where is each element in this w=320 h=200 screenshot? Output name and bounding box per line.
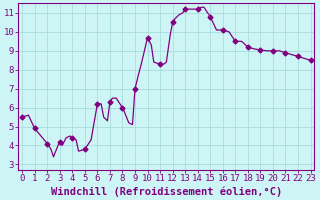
X-axis label: Windchill (Refroidissement éolien,°C): Windchill (Refroidissement éolien,°C) [51,186,282,197]
